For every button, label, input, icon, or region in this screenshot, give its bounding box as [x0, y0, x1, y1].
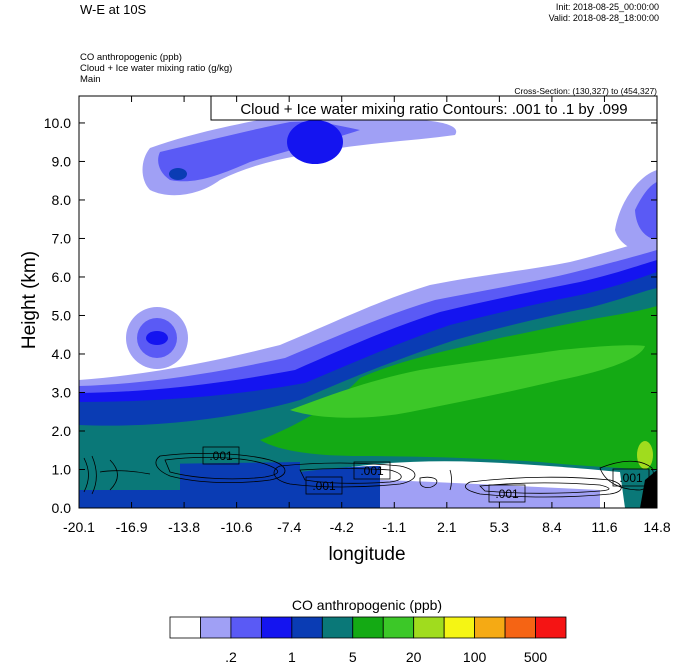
- cross-section-label: Cross-Section: (130,327) to (454,327): [514, 86, 657, 96]
- y-tick-label: 0.0: [52, 500, 72, 516]
- y-tick-label: 2.0: [52, 423, 72, 439]
- field-label-co: CO anthropogenic (ppb): [80, 52, 182, 63]
- y-tick-label: 8.0: [52, 192, 72, 208]
- colorbar-label: .2: [225, 649, 237, 665]
- contour-label: .001: [360, 464, 384, 478]
- colorbar-swatch: [200, 616, 232, 639]
- x-tick-label: -16.9: [116, 519, 148, 535]
- x-axis: -20.1 -16.9 -13.8 -10.6 -7.4 -4.2 -1.1 2.1 5.3 8.…: [63, 96, 671, 535]
- colorbar-swatch: [504, 616, 536, 639]
- plot-title: W-E at 10S: [80, 2, 147, 17]
- x-axis-label: longitude: [328, 544, 406, 565]
- y-tick-label: 5.0: [52, 307, 72, 323]
- field-label-cloud: Cloud + Ice water mixing ratio (g/kg): [80, 63, 233, 74]
- x-tick-label: -7.4: [277, 519, 301, 535]
- y-tick-label: 3.0: [52, 384, 72, 400]
- colorbar-swatch: [474, 616, 506, 639]
- contour-label: .001: [619, 471, 643, 485]
- colorbar-label: 100: [463, 649, 487, 665]
- colorbar-swatch: [352, 616, 384, 639]
- y-tick-label: 10.0: [44, 115, 71, 131]
- colorbar-label: 500: [524, 649, 548, 665]
- colorbar-label: 1: [288, 649, 296, 665]
- x-tick-label: 11.6: [591, 519, 617, 535]
- x-tick-label: -10.6: [221, 519, 253, 535]
- y-tick-label: 7.0: [52, 230, 72, 246]
- x-tick-label: -4.2: [330, 519, 354, 535]
- contour-label: .001: [495, 487, 519, 501]
- x-tick-label: -20.1: [63, 519, 95, 535]
- x-tick-label: -13.8: [168, 519, 200, 535]
- colorbar-swatch: [321, 616, 354, 639]
- contour-label: .001: [209, 449, 233, 463]
- x-tick-label: 5.3: [490, 519, 510, 535]
- colorbar-swatch: [260, 616, 293, 639]
- y-axis: 0.0 1.0 2.0 3.0 4.0 5.0 6.0 7.0 8.0 9.0 10.0: [44, 115, 657, 516]
- x-tick-label: 2.1: [437, 519, 457, 535]
- contour-label: .001: [312, 479, 336, 493]
- contour-title: Cloud + Ice water mixing ratio Contours:…: [240, 101, 627, 118]
- colorbar-swatch: [230, 616, 262, 639]
- field-label-main: Main: [80, 74, 101, 85]
- x-tick-label: -1.1: [382, 519, 406, 535]
- colorbar-swatch: [413, 616, 445, 639]
- colorbar: .2 1 5 20 100 500: [169, 616, 567, 665]
- x-tick-label: 14.8: [643, 519, 670, 535]
- y-axis-label: Height (km): [19, 250, 40, 350]
- colorbar-swatch: [443, 616, 476, 639]
- colorbar-swatch: [169, 616, 201, 639]
- y-tick-label: 9.0: [52, 153, 72, 169]
- colorbar-swatch: [382, 616, 415, 639]
- y-tick-label: 6.0: [52, 269, 72, 285]
- contour-title-box: [210, 95, 658, 121]
- colorbar-swatch: [291, 616, 323, 639]
- valid-time: Valid: 2018-08-28_18:00:00: [548, 13, 659, 23]
- init-time: Init: 2018-08-25_00:00:00: [555, 2, 659, 12]
- colorbar-label: 20: [406, 649, 422, 665]
- co-fill-field: [79, 96, 657, 508]
- x-tick-label: 8.4: [542, 519, 562, 535]
- y-tick-label: 1.0: [52, 461, 72, 477]
- colorbar-swatch: [535, 616, 567, 639]
- colorbar-label: 5: [349, 649, 357, 665]
- colorbar-title: CO anthropogenic (ppb): [291, 597, 443, 613]
- y-tick-label: 4.0: [52, 346, 72, 362]
